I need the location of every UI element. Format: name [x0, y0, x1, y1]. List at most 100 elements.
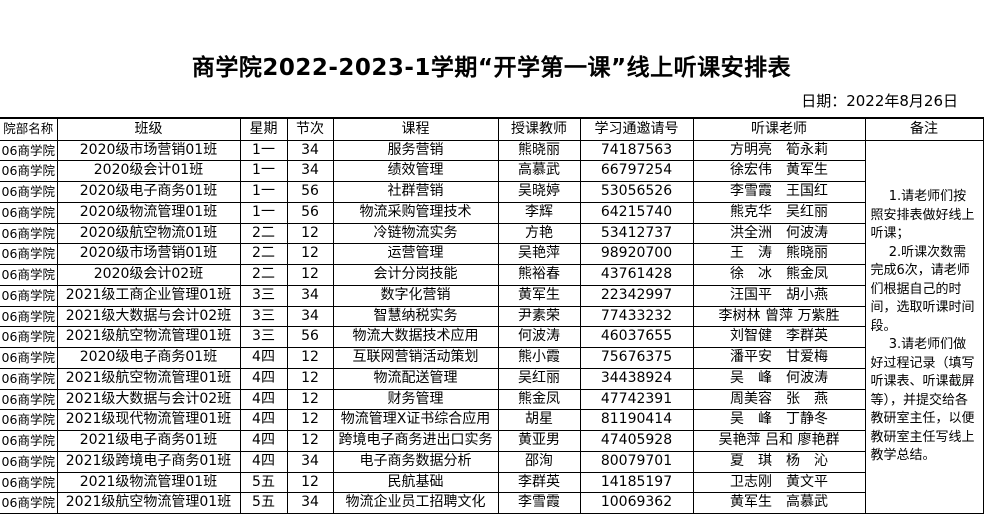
remark-cell: 1.请老师们按照安排表做好线上听课； 2.听课次数需完成6次，请老师们根据自己的时… [864, 139, 984, 514]
cell-teacher: 黄亚男 [497, 430, 581, 452]
table-row: 06商学院 2021级航空物流管理01班 5五 34 物流企业员工招聘文化 李雪霞 1006… [0, 492, 983, 514]
cell-teacher: 胡星 [497, 409, 581, 431]
cell-weekday: 3三 [239, 326, 288, 348]
cell-course: 社群营销 [332, 181, 499, 203]
cell-course: 物流配送管理 [332, 367, 499, 390]
cell-weekday: 4四 [239, 409, 288, 431]
table-body: 06商学院 2020级市场营销01班 1一 34 服务营销 熊晓丽 74187563 方明亮 … [0, 139, 984, 514]
cell-dept: 06商学院 [0, 326, 58, 348]
cell-period: 34 [286, 139, 334, 162]
cell-listeners: 洪全洲 何波涛 [692, 222, 866, 245]
cell-course: 物流采购管理技术 [332, 201, 499, 224]
cell-dept: 06商学院 [0, 139, 58, 162]
cell-listeners: 方明亮 筍永莉 [692, 139, 866, 162]
cell-period: 12 [286, 430, 334, 452]
cell-period: 34 [286, 160, 334, 182]
cell-course: 绩效管理 [332, 160, 499, 182]
cell-teacher: 方艳 [497, 222, 581, 245]
cell-dept: 06商学院 [0, 222, 58, 245]
cell-teacher: 熊裕春 [497, 264, 581, 286]
cell-teacher: 熊金凤 [497, 388, 581, 411]
table-row: 06商学院 2020级会计02班 2二 12 会计分岗技能 熊裕春 43761428 徐 冰 … [0, 264, 983, 286]
cell-period: 34 [286, 305, 334, 328]
cell-dept: 06商学院 [0, 160, 58, 182]
cell-invite-code: 80079701 [579, 450, 694, 473]
cell-teacher: 邵洵 [497, 450, 581, 473]
cell-teacher: 黄军生 [497, 284, 581, 307]
cell-course: 电子商务数据分析 [332, 450, 499, 473]
cell-invite-code: 47742391 [579, 388, 694, 411]
cell-period: 56 [286, 201, 334, 224]
col-header-period: 节次 [286, 117, 334, 141]
table-row: 06商学院 2020级物流管理01班 1一 56 物流采购管理技术 李辉 64215740 熊… [0, 201, 983, 224]
table-row: 06商学院 2021级工商企业管理01班 3三 34 数字化营销 黄军生 22342997 汪… [0, 284, 983, 307]
table-row: 06商学院 2020级电子商务01班 4四 12 互联网营销活动策划 熊小霞 7567637… [0, 347, 983, 369]
col-header-teacher: 授课教师 [497, 117, 581, 141]
cell-class: 2020级航空物流01班 [56, 222, 241, 245]
cell-weekday: 4四 [239, 388, 288, 411]
cell-course: 数字化营销 [332, 284, 499, 307]
cell-class: 2021级大数据与会计02班 [56, 305, 241, 328]
remark-line: 1.请老师们按照安排表做好线上听课； [870, 189, 975, 241]
cell-period: 56 [286, 326, 334, 348]
cell-weekday: 4四 [239, 430, 288, 452]
table-row: 06商学院 2020级电子商务01班 1一 56 社群营销 吴晓婷 53056526 李雪霞 … [0, 181, 983, 203]
remark-line: 3.请老师们做好过程记录（填写听课表、听课截屏等），并提交给各教研室主任，以便教… [870, 337, 975, 463]
cell-course: 跨境电子商务进出口实务 [332, 430, 499, 452]
cell-dept: 06商学院 [0, 181, 58, 203]
cell-dept: 06商学院 [0, 347, 58, 369]
cell-teacher: 吴艳萍 [497, 243, 581, 265]
cell-class: 2021级航空物流管理01班 [56, 492, 241, 514]
cell-listeners: 李树林 曾萍 万紫胜 [692, 305, 866, 328]
cell-teacher: 李群英 [497, 471, 581, 494]
cell-weekday: 4四 [239, 450, 288, 473]
cell-weekday: 3三 [239, 305, 288, 328]
cell-weekday: 4四 [239, 347, 288, 369]
cell-teacher: 何波涛 [497, 326, 581, 348]
cell-course: 互联网营销活动策划 [332, 347, 499, 369]
cell-invite-code: 43761428 [579, 264, 694, 286]
cell-teacher: 熊晓丽 [497, 139, 581, 162]
cell-invite-code: 81190414 [579, 409, 694, 431]
cell-listeners: 熊克华 吴红丽 [692, 201, 866, 224]
cell-class: 2021级跨境电子商务01班 [56, 450, 241, 473]
cell-course: 物流企业员工招聘文化 [332, 492, 499, 514]
cell-course: 智慧纳税实务 [332, 305, 499, 328]
cell-listeners: 李雪霞 王国红 [692, 181, 866, 203]
cell-period: 34 [286, 450, 334, 473]
cell-class: 2020级电子商务01班 [56, 347, 241, 369]
cell-invite-code: 64215740 [579, 201, 694, 224]
cell-dept: 06商学院 [0, 305, 58, 328]
cell-teacher: 吴晓婷 [497, 181, 581, 203]
cell-dept: 06商学院 [0, 430, 58, 452]
cell-invite-code: 47405928 [579, 430, 694, 452]
cell-dept: 06商学院 [0, 492, 58, 514]
cell-weekday: 1一 [239, 139, 288, 162]
cell-listeners: 徐宏伟 黄军生 [692, 160, 866, 182]
cell-weekday: 2二 [239, 264, 288, 286]
cell-listeners: 夏 琪 杨 沁 [692, 450, 866, 473]
cell-dept: 06商学院 [0, 409, 58, 431]
date-label: 日期：2022年8月26日 [801, 92, 958, 110]
schedule-table: 院部名称 班级 星期 节次 课程 授课教师 学习通邀请号 听课老师 备注 06商学院 2020级市… [0, 117, 984, 514]
cell-invite-code: 74187563 [579, 139, 694, 162]
cell-listeners: 吴 峰 丁静冬 [692, 409, 866, 431]
cell-weekday: 1一 [239, 201, 288, 224]
cell-course: 冷链物流实务 [332, 222, 499, 245]
col-header-listeners: 听课老师 [692, 117, 866, 141]
cell-class: 2020级会计01班 [56, 160, 241, 182]
cell-invite-code: 77433232 [579, 305, 694, 328]
cell-teacher: 李雪霞 [497, 492, 581, 514]
table-row: 06商学院 2021级跨境电子商务01班 4四 34 电子商务数据分析 邵洵 8007970… [0, 450, 983, 473]
cell-class: 2020级会计02班 [56, 264, 241, 286]
cell-invite-code: 14185197 [579, 471, 694, 494]
table-row: 06商学院 2020级市场营销01班 1一 34 服务营销 熊晓丽 74187563 方明亮 … [0, 139, 984, 514]
col-header-class: 班级 [56, 117, 241, 141]
page-title: 商学院2022-2023-1学期“开学第一课”线上听课安排表 [191, 55, 792, 81]
cell-course: 会计分岗技能 [332, 264, 499, 286]
cell-course: 运营管理 [332, 243, 499, 265]
cell-listeners: 刘智健 李群英 [692, 326, 866, 348]
cell-invite-code: 98920700 [579, 243, 694, 265]
cell-invite-code: 22342997 [579, 284, 694, 307]
